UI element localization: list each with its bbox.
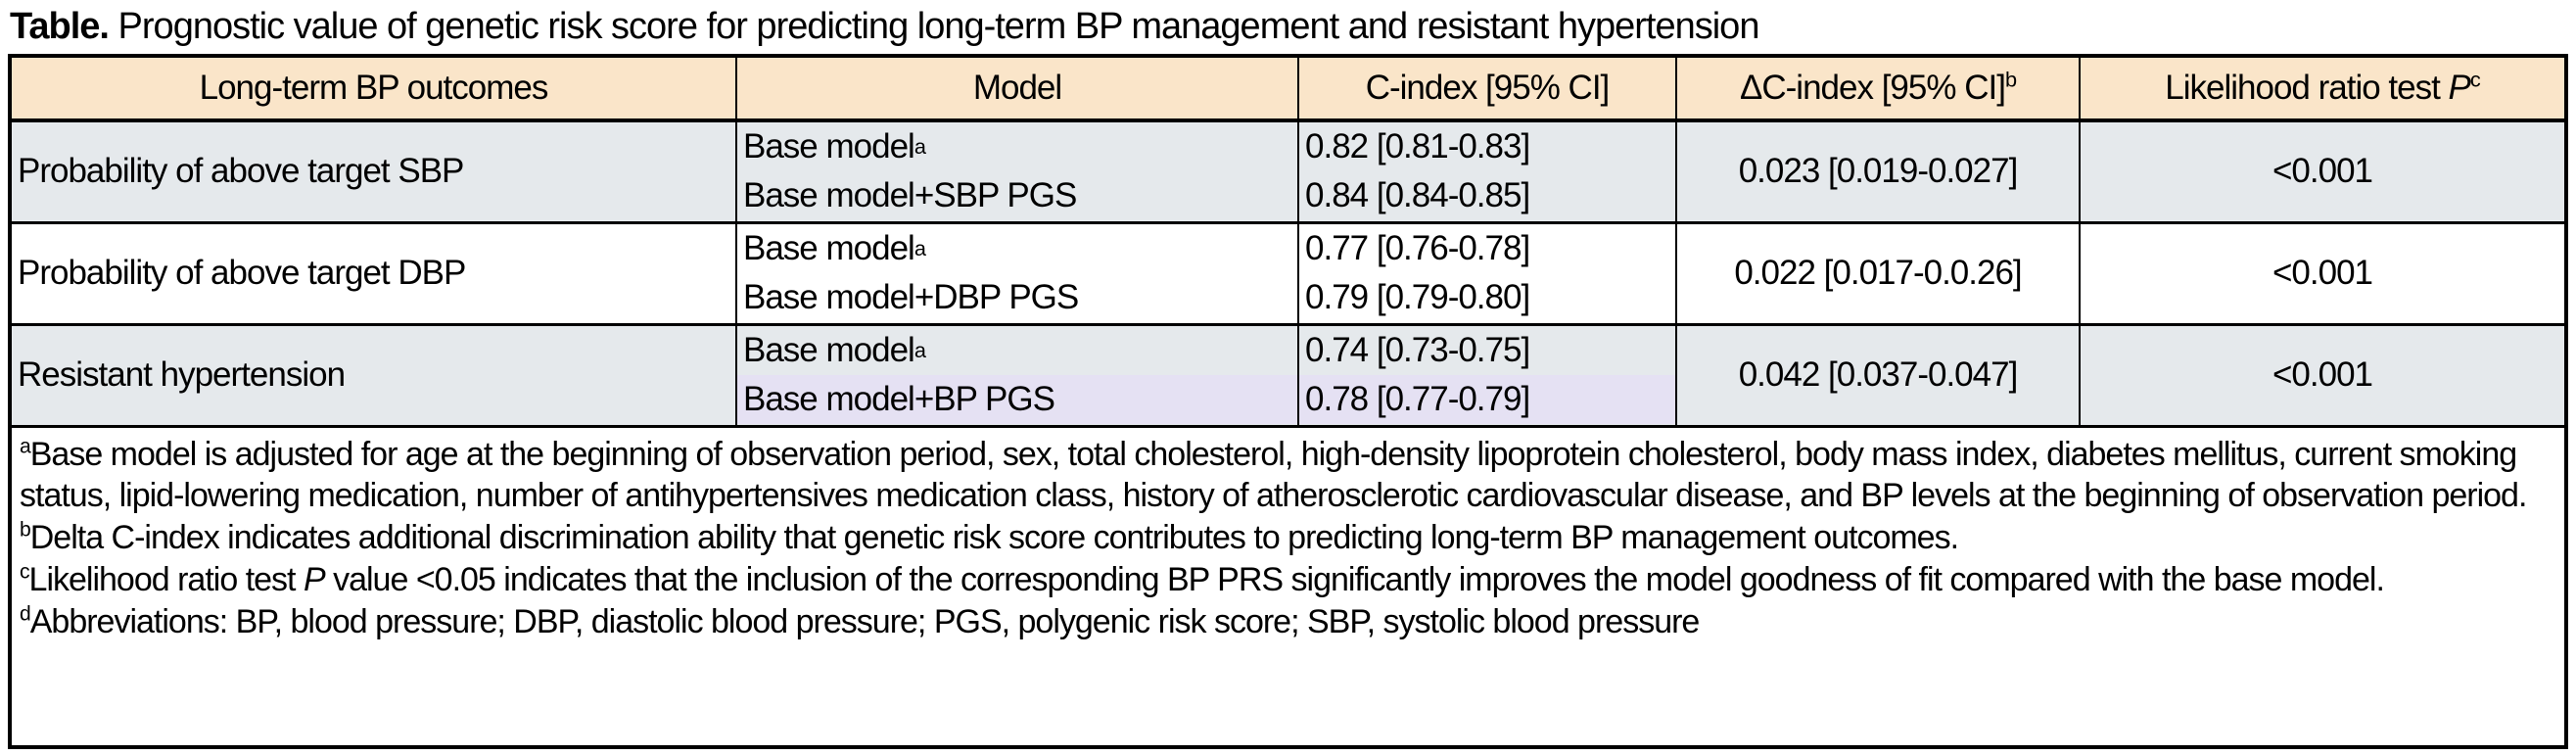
model-line-1: Base model a <box>743 229 926 267</box>
delta-c-index-cell: 0.042 [0.037-0.047] <box>1675 323 2081 428</box>
footnote-d: dAbbreviations: BP, blood pressure; DBP,… <box>20 601 2556 643</box>
table-title-label: Table. <box>10 6 110 47</box>
footnote-a-marker: a <box>20 435 31 458</box>
outcome-cell: Probability of above target SBP <box>9 119 737 224</box>
footnote-c-pre: Likelihood ratio test <box>28 560 304 598</box>
table-title-text: Prognostic value of genetic risk score f… <box>109 6 1760 47</box>
c-index-line-2-highlighted: 0.78 [0.77-0.79] <box>1299 375 1675 424</box>
footnote-d-text: Abbreviations: BP, blood pressure; DBP, … <box>29 602 1701 640</box>
header-likelihood-ratio: Likelihood ratio test Pc <box>2079 55 2567 122</box>
model-base-text: Base model <box>743 229 915 267</box>
model-line-1: Base model a <box>743 331 926 369</box>
c-index-cell: 0.77 [0.76-0.78] 0.79 [0.79-0.80] <box>1297 221 1677 326</box>
p-value-cell: <0.001 <box>2079 221 2567 326</box>
c-index-cell: 0.82 [0.81-0.83] 0.84 [0.84-0.85] <box>1297 119 1677 224</box>
header-delta-c-index: ΔC-index [95% CI]b <box>1675 55 2081 122</box>
delta-c-index-cell: 0.023 [0.019-0.027] <box>1675 119 2081 224</box>
p-value-cell: <0.001 <box>2079 119 2567 224</box>
table-row-resistant-htn: Resistant hypertension Base model a Base … <box>9 323 2567 428</box>
model-line-1: Base model a <box>743 127 926 166</box>
c-index-line-2: 0.79 [0.79-0.80] <box>1305 278 1530 316</box>
model-cell: Base model a Base model+SBP PGS <box>735 119 1299 224</box>
header-model: Model <box>735 55 1299 122</box>
footnote-c-marker: c <box>20 560 30 584</box>
header-outcomes: Long-term BP outcomes <box>9 55 737 122</box>
model-base-text: Base model <box>743 127 915 166</box>
table-row-dbp: Probability of above target DBP Base mod… <box>9 221 2567 326</box>
c-index-line-2: 0.84 [0.84-0.85] <box>1305 176 1530 215</box>
c-index-line-1: 0.82 [0.81-0.83] <box>1305 127 1530 166</box>
p-value-cell: <0.001 <box>2079 323 2567 428</box>
delta-c-index-cell: 0.022 [0.017-0.0.26] <box>1675 221 2081 326</box>
footnote-c-p: P <box>303 560 326 598</box>
model-line-2: Base model+DBP PGS <box>743 278 1079 316</box>
header-delta-c-index-text: ΔC-index [95% CI] <box>1740 69 2006 107</box>
header-lrt-text: Likelihood ratio test <box>2165 69 2449 107</box>
header-row: Long-term BP outcomes Model C-index [95%… <box>9 55 2567 122</box>
c-index-cell: 0.74 [0.73-0.75] 0.78 [0.77-0.79] <box>1297 323 1677 428</box>
model-base-text: Base model <box>743 331 915 369</box>
outcome-cell: Probability of above target DBP <box>9 221 737 326</box>
footnote-c: cLikelihood ratio test P value <0.05 ind… <box>20 559 2556 601</box>
header-c-index: C-index [95% CI] <box>1297 55 1677 122</box>
model-line-2: Base model+SBP PGS <box>743 176 1077 215</box>
footnotes-row: aBase model is adjusted for age at the b… <box>9 425 2567 747</box>
c-index-line-1: 0.74 [0.73-0.75] <box>1305 331 1530 369</box>
outcome-cell: Resistant hypertension <box>9 323 737 428</box>
footnote-c-post: value <0.05 indicates that the inclusion… <box>324 560 2385 598</box>
header-lrt-sup: c <box>2469 67 2481 92</box>
model-cell: Base model a Base model+DBP PGS <box>735 221 1299 326</box>
footnote-d-marker: d <box>20 602 31 626</box>
c-index-line-1: 0.77 [0.76-0.78] <box>1305 229 1530 267</box>
table-row-sbp: Probability of above target SBP Base mod… <box>9 119 2567 224</box>
table-title: Table. Prognostic value of genetic risk … <box>10 6 1760 48</box>
model-cell: Base model a Base model+BP PGS <box>735 323 1299 428</box>
header-lrt-p: P <box>2448 69 2471 107</box>
footnotes-cell: aBase model is adjusted for age at the b… <box>9 425 2567 747</box>
header-delta-c-index-sup: b <box>2004 67 2017 92</box>
footnote-b-text: Delta C-index indicates additional discr… <box>29 519 1959 557</box>
footnote-b: bDelta C-index indicates additional disc… <box>20 517 2556 559</box>
prognostic-value-table: Long-term BP outcomes Model C-index [95%… <box>8 54 2568 749</box>
footnote-a-text: Base model is adjusted for age at the be… <box>20 435 2527 515</box>
footnote-a: aBase model is adjusted for age at the b… <box>20 434 2556 518</box>
model-line-2-highlighted: Base model+BP PGS <box>737 375 1297 424</box>
footnote-b-marker: b <box>20 518 31 542</box>
